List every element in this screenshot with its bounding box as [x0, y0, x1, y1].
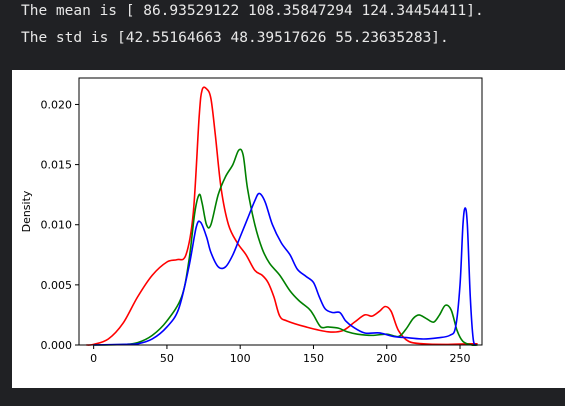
- cell-output: The mean is [ 86.93529122 108.35847294 1…: [0, 0, 565, 62]
- x-tick-label: 150: [303, 352, 324, 365]
- y-axis-label: Density: [20, 190, 33, 232]
- y-tick-label: 0.010: [41, 219, 73, 232]
- y-tick-label: 0.015: [41, 159, 73, 172]
- density-curve-1: [86, 86, 478, 346]
- x-tick-label: 0: [90, 352, 97, 365]
- y-axis: 0.000 0.005 0.010 0.015 0.020: [41, 98, 79, 352]
- plot-panel: 0.000 0.005 0.010 0.015 0.020 0 50 100 150 200 25…: [12, 70, 565, 388]
- y-tick-label: 0.005: [41, 279, 73, 292]
- plot-frame: [78, 77, 483, 346]
- y-tick-label: 0.000: [41, 339, 73, 352]
- density-chart: 0.000 0.005 0.010 0.015 0.020 0 50 100 150 200 25…: [20, 77, 483, 365]
- plot-curves: [86, 86, 478, 347]
- density-curve-2: [93, 148, 478, 347]
- x-tick-label: 200: [376, 352, 397, 365]
- x-tick-label: 50: [160, 352, 174, 365]
- std-output-line: The std is [42.55164663 48.39517626 55.2…: [21, 30, 449, 46]
- y-tick-label: 0.020: [41, 98, 73, 111]
- x-tick-label: 250: [450, 352, 471, 365]
- mean-output-line: The mean is [ 86.93529122 108.35847294 1…: [21, 3, 484, 19]
- x-axis: 0 50 100 150 200 250: [90, 345, 471, 365]
- x-tick-label: 100: [230, 352, 251, 365]
- density-curve-3: [93, 192, 477, 346]
